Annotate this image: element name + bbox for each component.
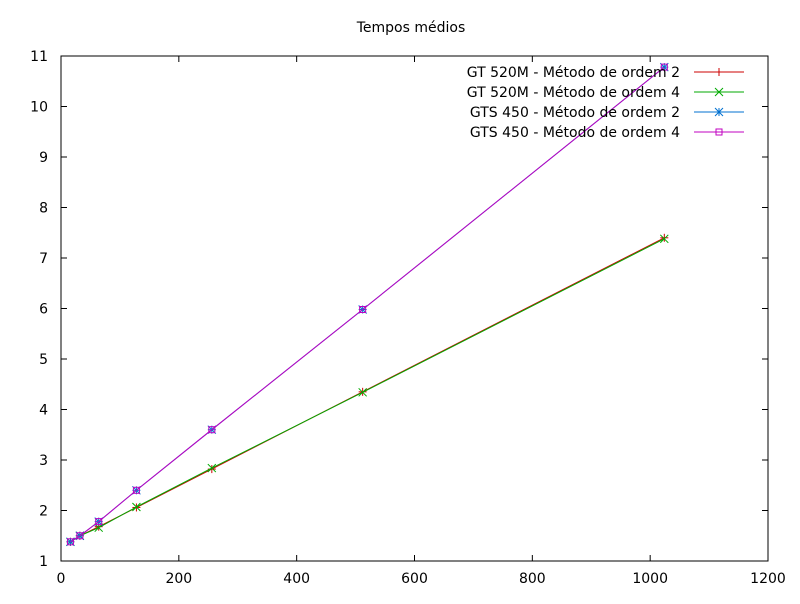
data-point [660, 63, 668, 71]
marker-stroke [66, 538, 74, 546]
x-tick-label: 1000 [632, 571, 668, 587]
x-tick-label: 0 [57, 571, 66, 587]
x-tick-label: 800 [519, 571, 546, 587]
marker-stroke [132, 486, 140, 494]
data-point [132, 502, 141, 512]
chart-title: Tempos médios [356, 20, 466, 36]
legend-marker [715, 68, 723, 76]
y-tick-label: 7 [39, 251, 48, 267]
data-point [358, 387, 368, 397]
axes: 0 200 400 600 800 1000 1200 1 2 3 4 5 6 7 8 9 10 11 [30, 49, 786, 587]
legend-entry-2: GT 520M - Método de ordem 4 [467, 85, 744, 101]
data-point [659, 234, 669, 244]
marker-stroke [714, 87, 724, 97]
data-point [95, 518, 103, 526]
data-point [359, 306, 367, 314]
data-point [132, 486, 140, 494]
y-tick-label: 2 [39, 504, 48, 520]
legend-entry-3: GTS 450 - Método de ordem 2 [470, 105, 744, 121]
series-group [66, 62, 669, 547]
legend-entry-1: GT 520M - Método de ordem 2 [467, 65, 744, 81]
data-point [207, 463, 217, 473]
marker-stroke [659, 234, 669, 244]
legend-marker [715, 128, 723, 136]
data-point [208, 426, 216, 434]
legend-marker [714, 87, 724, 97]
y-tick-label: 8 [39, 201, 48, 217]
marker-stroke [714, 107, 724, 117]
y-tick-label: 11 [30, 49, 48, 65]
legend-label: GTS 450 - Método de ordem 4 [470, 125, 680, 141]
legend-entry-4: GTS 450 - Método de ordem 4 [470, 125, 744, 141]
legend-label: GT 520M - Método de ordem 2 [467, 65, 680, 81]
data-point [76, 532, 84, 540]
y-tick-label: 10 [30, 100, 48, 116]
marker-stroke [207, 463, 217, 473]
marker-stroke [208, 426, 216, 434]
y-tick-label: 9 [39, 150, 48, 166]
series-line [70, 66, 665, 543]
data-point [660, 233, 669, 242]
legend-marker [714, 107, 724, 117]
x-tick-label: 400 [283, 571, 310, 587]
series-4 [66, 63, 668, 546]
marker-stroke [76, 532, 84, 540]
legend-label: GT 520M - Método de ordem 4 [467, 85, 680, 101]
x-tick-label: 200 [165, 571, 192, 587]
marker-stroke [95, 518, 103, 526]
y-tick-label: 3 [39, 453, 48, 469]
marker-stroke [358, 387, 368, 397]
legend: GT 520M - Método de ordem 2 GT 520M - Mét… [467, 65, 744, 141]
data-point [66, 538, 74, 546]
legend-label: GTS 450 - Método de ordem 2 [470, 105, 680, 121]
x-tick-label: 600 [401, 571, 428, 587]
series-line [70, 238, 665, 543]
marker-stroke [132, 502, 141, 512]
y-tick-label: 5 [39, 352, 48, 368]
y-tick-label: 1 [39, 554, 48, 570]
marker-stroke [660, 63, 668, 71]
x-tick-label: 1200 [750, 571, 786, 587]
marker-stroke [715, 128, 723, 136]
y-tick-label: 4 [39, 403, 48, 419]
y-tick-label: 6 [39, 302, 48, 318]
marker-stroke [359, 306, 367, 314]
